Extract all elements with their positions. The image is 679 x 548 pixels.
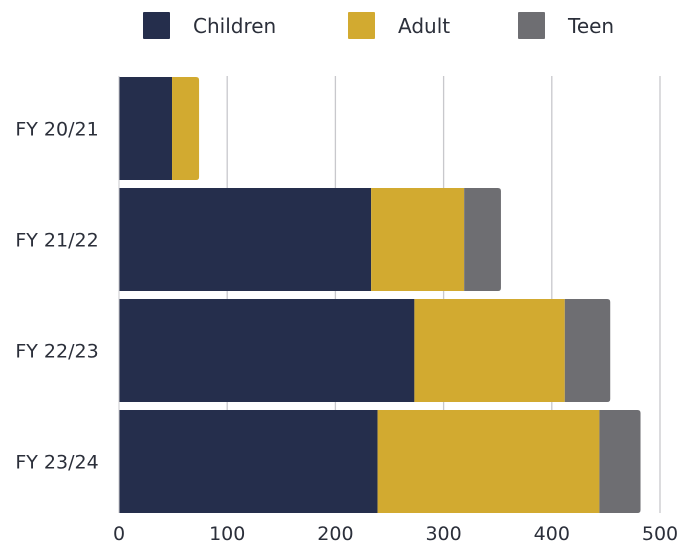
legend-item-adult: Adult [348,12,450,39]
bar-teen-2 [564,299,611,402]
x-tick-label: 200 [317,523,353,545]
bar-children-2 [119,299,415,402]
bar-teen-3 [599,410,641,513]
x-tick-label: 100 [209,523,245,545]
legend-item-teen: Teen [518,12,614,39]
bar-children-3 [119,410,378,513]
x-tick-label: 500 [642,523,678,545]
bar-adult-2 [414,299,565,402]
legend-label: Adult [398,14,450,38]
bars [119,77,641,513]
y-category-label: FY 20/21 [15,119,98,141]
x-tick-label: 300 [425,523,461,545]
x-tick-label: 400 [534,523,570,545]
legend-item-children: Children [143,12,276,39]
bar-children-0 [119,77,173,180]
legend-swatch [518,12,545,39]
legend-swatch [143,12,170,39]
bar-teen-1 [464,188,501,291]
legend: Children Adult Teen [143,12,614,39]
bar-adult-3 [377,410,600,513]
bar-adult-1 [371,188,465,291]
y-category-label: FY 21/22 [15,230,98,252]
legend-label: Teen [567,14,614,38]
legend-label: Children [193,14,276,38]
x-tick-label: 0 [113,523,125,545]
y-category-label: FY 22/23 [15,341,98,363]
y-category-label: FY 23/24 [15,452,98,474]
legend-swatch [348,12,375,39]
bar-adult-0 [172,77,200,180]
axes: 0 100 200 300 400 500 FY 20/21 FY 21/22 FY 22/23… [15,76,678,545]
bar-children-1 [119,188,372,291]
